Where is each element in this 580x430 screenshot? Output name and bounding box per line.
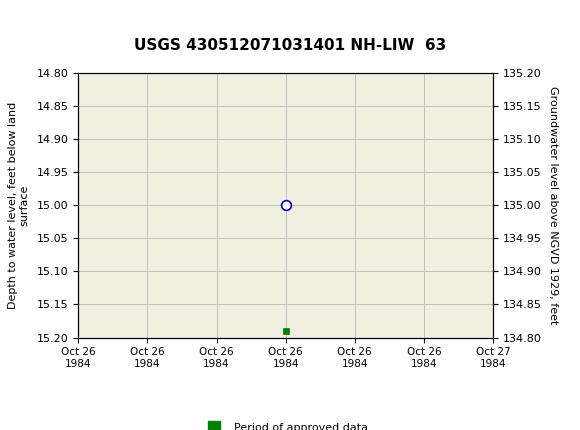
- Text: USGS: USGS: [45, 6, 106, 25]
- Y-axis label: Groundwater level above NGVD 1929, feet: Groundwater level above NGVD 1929, feet: [548, 86, 559, 325]
- Y-axis label: Depth to water level, feet below land
surface: Depth to water level, feet below land su…: [8, 102, 30, 309]
- Legend: Period of approved data: Period of approved data: [198, 419, 372, 430]
- Text: USGS 430512071031401 NH-LIW  63: USGS 430512071031401 NH-LIW 63: [134, 38, 446, 52]
